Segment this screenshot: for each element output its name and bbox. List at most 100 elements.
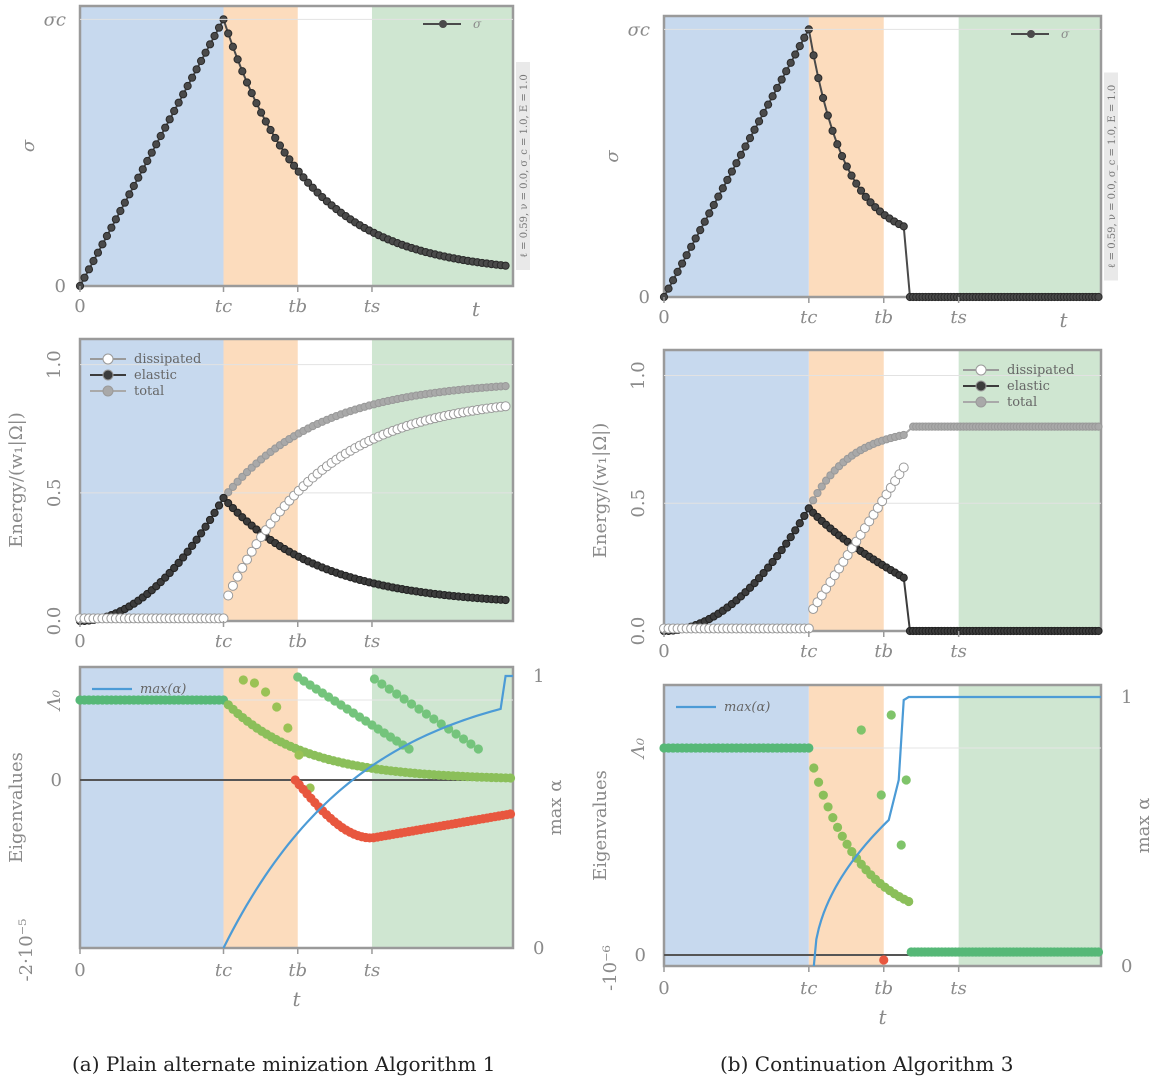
dissipated-point: [237, 562, 248, 573]
eigen-point: [832, 822, 843, 832]
x-tick-label: tb: [288, 631, 307, 652]
stress-point: [795, 42, 804, 51]
stress-point: [814, 73, 823, 83]
legend-marker: [439, 20, 447, 28]
side-label-box: [1104, 72, 1118, 281]
stress-point: [93, 248, 103, 257]
eigen-point: [406, 699, 417, 709]
stress-point: [736, 150, 746, 159]
total-point: [224, 488, 233, 497]
stress-point: [852, 179, 861, 188]
elastic-point: [219, 493, 228, 503]
legend-label: elastic: [134, 368, 177, 383]
total-point: [1094, 422, 1103, 431]
y2-axis-label: max α: [1133, 798, 1154, 854]
legend-label: elastic: [1007, 379, 1050, 394]
band-stable: [371, 667, 513, 948]
band-stable: [958, 16, 1101, 297]
stress-point: [705, 209, 714, 218]
y2-tick-label: 0: [1121, 956, 1132, 977]
stress-point: [768, 92, 777, 101]
figure: 0 σc σ 0 tc tb ts t σ ℓ = 0.59, ν = 0.0, σ_c = 1.…: [6, 4, 1154, 1029]
stress-point: [107, 223, 116, 232]
stress-point: [129, 181, 138, 191]
stress-point: [759, 108, 768, 118]
legend-marker: [975, 380, 987, 392]
elastic-point: [165, 568, 174, 578]
x-tick-label: 0: [74, 296, 85, 317]
x-tick-label: tc: [800, 978, 817, 999]
stress-point: [709, 200, 718, 210]
max-alpha-line: [222, 674, 513, 949]
stress-point: [98, 240, 107, 249]
stress-point: [718, 184, 727, 193]
stress-point: [861, 192, 870, 201]
eigen-point: [804, 743, 814, 753]
stress-point: [773, 83, 782, 93]
x-tick-label: tb: [288, 296, 307, 317]
x-tick-label: ts: [950, 307, 966, 328]
stress-point: [125, 190, 134, 199]
stress-point: [80, 273, 89, 282]
total-point: [233, 477, 242, 486]
eigen-point: [404, 744, 414, 754]
stress-point: [102, 231, 112, 241]
eigen-negative-point: [879, 955, 889, 965]
stress-point: [1094, 292, 1103, 302]
eigen-point: [399, 694, 409, 704]
stress-point: [233, 55, 242, 64]
energy-panel: 0.0 0.5 1.0 Energy/(w₁|Ω|) 0 tc tb ts dissipated…: [6, 337, 515, 652]
eigen-point: [272, 702, 282, 712]
elastic-point: [188, 541, 197, 550]
eigen-point: [904, 896, 914, 907]
stress-point: [866, 198, 875, 207]
total-point: [809, 496, 818, 505]
stress-point: [252, 99, 261, 108]
stress-point: [682, 251, 691, 260]
y-axis-label: Energy/(w₁|Ω|): [590, 423, 611, 558]
stress-point: [777, 75, 786, 84]
stress-point: [833, 140, 842, 149]
y-tick-label: σc: [628, 19, 650, 40]
x-axis-label: t: [292, 987, 301, 1011]
x-tick-label: tc: [215, 631, 232, 652]
eigen-point: [896, 840, 906, 850]
x-tick-label: 0: [658, 641, 669, 662]
eigen-point: [809, 763, 819, 773]
elastic-point: [754, 574, 764, 583]
stress-point: [89, 256, 98, 266]
y-tick-label: 1.0: [628, 361, 649, 390]
caption-b: (b) Continuation Algorithm 3: [720, 1052, 1014, 1076]
stress-point: [294, 167, 303, 176]
y2-tick-label: 1: [533, 666, 544, 687]
stress-point: [754, 117, 764, 126]
x-tick-label: 0: [658, 307, 669, 328]
stress-point: [501, 261, 510, 270]
eigen-point: [505, 773, 516, 783]
stress-point: [673, 267, 682, 277]
dissipated-point: [251, 539, 262, 550]
y-axis-label: Eigenvalues: [590, 770, 611, 881]
eigen-point: [1093, 947, 1104, 957]
stress-point: [261, 117, 270, 126]
y-tick-label: 0: [51, 770, 62, 791]
eigen-point: [414, 704, 424, 714]
y2-tick-label: 1: [1121, 687, 1132, 708]
stress-point: [196, 56, 206, 66]
panel-frame: [662, 348, 1103, 633]
total-point: [501, 382, 510, 391]
eigen-point: [818, 790, 828, 800]
legend-label: max(α): [724, 700, 770, 715]
stress-point: [238, 67, 247, 76]
eigen-point: [886, 710, 896, 720]
y-axis-label: σ: [18, 139, 39, 152]
panel-frame: [662, 683, 1103, 968]
elastic-point: [183, 547, 192, 556]
y2-tick-label: 0: [533, 938, 544, 959]
elastic-point: [763, 563, 773, 572]
dissipated-point: [500, 401, 511, 412]
stress-point: [847, 171, 856, 180]
legend-marker: [102, 385, 114, 397]
eigen-point: [436, 719, 446, 729]
elastic-point: [174, 558, 183, 567]
